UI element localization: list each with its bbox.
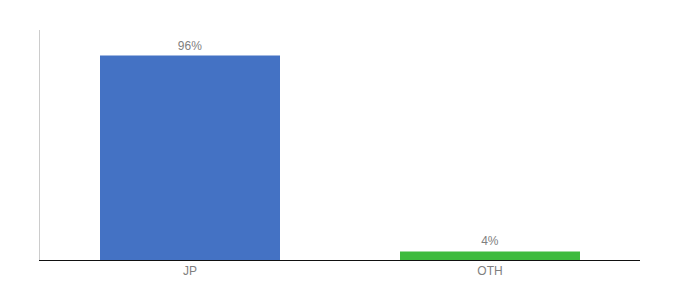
svg-text:OTH: OTH	[477, 264, 502, 278]
svg-text:96%: 96%	[178, 39, 202, 53]
svg-text:JP: JP	[183, 264, 197, 278]
svg-text:4%: 4%	[481, 234, 499, 248]
